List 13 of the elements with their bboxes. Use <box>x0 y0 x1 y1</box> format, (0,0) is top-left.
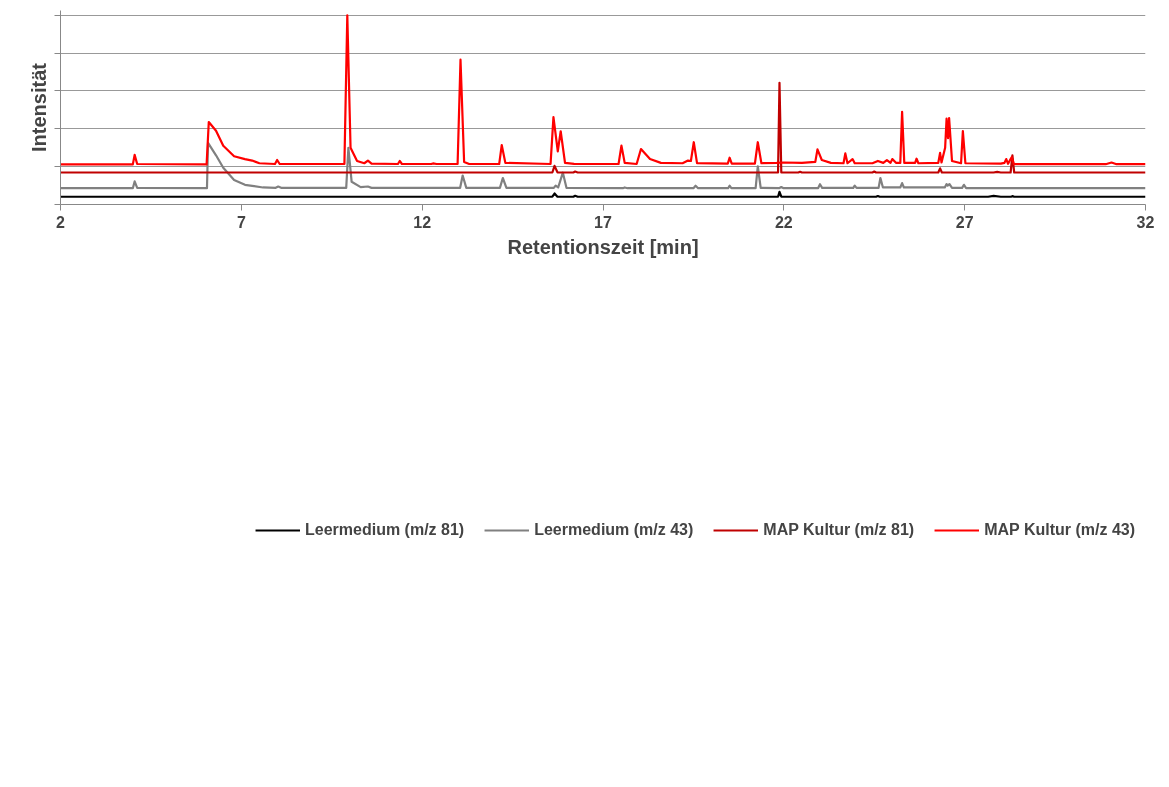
x-tick-label: 17 <box>594 213 612 231</box>
legend-label: Leermedium (m/z 43) <box>534 521 694 539</box>
legend-label: Leermedium (m/z 81) <box>305 521 465 539</box>
x-tick-label: 22 <box>774 213 793 231</box>
x-tick-label: 32 <box>1136 213 1155 231</box>
x-tick-label: 2 <box>56 213 66 231</box>
y-axis-title: Intensität <box>27 62 50 152</box>
legend-label: MAP Kultur (m/z 43) <box>984 521 1135 539</box>
x-axis-title: Retentionszeit [min] <box>507 235 699 258</box>
x-tick-label: 7 <box>236 213 246 231</box>
legend-label: MAP Kultur (m/z 81) <box>763 521 915 539</box>
x-tick-label: 12 <box>413 213 432 231</box>
x-tick-label: 27 <box>955 213 974 231</box>
